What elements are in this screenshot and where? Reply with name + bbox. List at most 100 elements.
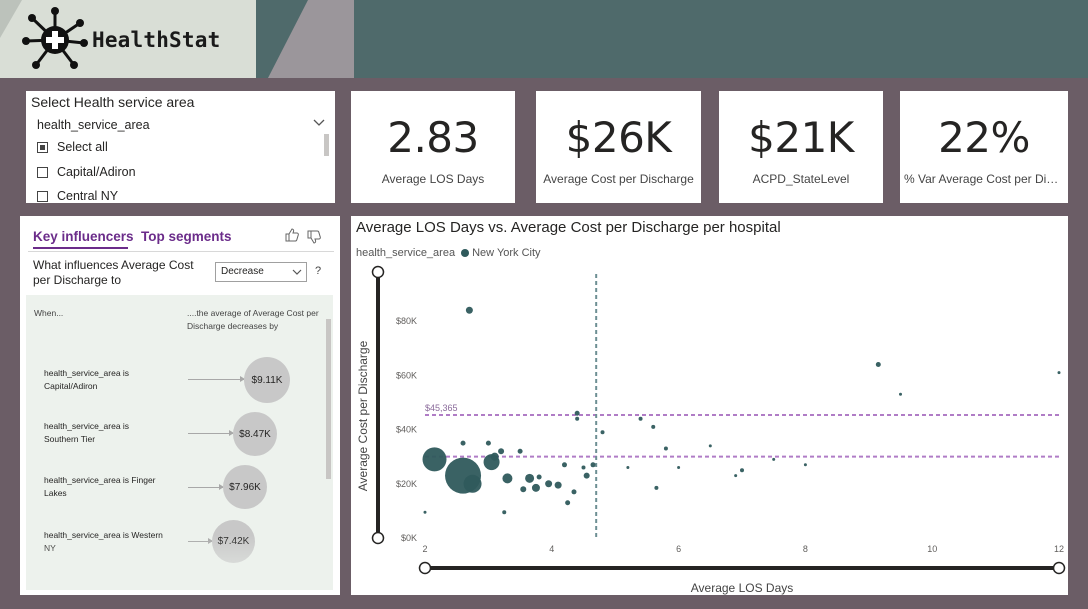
influencer-condition[interactable]: health_service_area is Capital/Adiron — [44, 368, 130, 391]
chevron-down-icon[interactable] — [313, 116, 325, 128]
slicer-option-capital-adiron[interactable]: Capital/Adiron — [37, 162, 136, 182]
data-point[interactable] — [677, 466, 681, 470]
influencer-bubble[interactable]: $7.96K — [223, 465, 267, 509]
key-influencers-visual: Key influencers Top segments What influe… — [20, 216, 340, 595]
data-point[interactable] — [460, 440, 466, 446]
data-point[interactable] — [803, 463, 807, 467]
data-point[interactable] — [875, 361, 881, 367]
help-icon[interactable]: ? — [315, 265, 322, 277]
x-tick-label: 12 — [1054, 544, 1064, 554]
kpi-value: 2.83 — [387, 113, 479, 162]
influencer-bubble[interactable]: $8.47K — [233, 412, 277, 456]
influencer-arrow — [188, 484, 224, 490]
influencer-condition[interactable]: health_service_area is Finger Lakes — [44, 475, 156, 498]
data-point[interactable] — [574, 410, 580, 416]
kpi-card-var-cost: 22% % Var Average Cost per Discharge — [900, 91, 1068, 203]
dropdown-value: Decrease — [221, 266, 264, 277]
data-point[interactable] — [583, 472, 590, 479]
x-zoom-handle-left[interactable] — [418, 561, 432, 575]
x-axis-label: Average LOS Days — [691, 581, 794, 595]
slicer-option-central-ny[interactable]: Central NY — [37, 186, 118, 203]
column-header-when: When... — [34, 308, 64, 318]
data-point[interactable] — [545, 480, 553, 488]
reference-line-label: $45,365 — [425, 403, 458, 413]
data-point[interactable] — [465, 306, 473, 314]
direction-dropdown[interactable]: Decrease — [215, 262, 307, 282]
column-header-result: ....the average of Average Cost per Disc… — [187, 308, 319, 331]
influencer-question: What influences Average Cost per Dischar… — [33, 258, 194, 287]
data-point[interactable] — [654, 485, 659, 490]
thumbs-up-icon[interactable] — [284, 227, 300, 243]
data-point[interactable] — [490, 452, 499, 461]
y-tick-label: $40K — [396, 425, 417, 435]
data-point[interactable] — [485, 440, 491, 446]
data-point[interactable] — [423, 510, 427, 514]
influencer-arrow — [188, 376, 245, 382]
data-point[interactable] — [422, 447, 447, 472]
influencers-scrollbar[interactable] — [326, 319, 331, 479]
data-point[interactable] — [734, 474, 738, 478]
active-tab-indicator — [33, 247, 128, 249]
y-zoom-handle-bottom[interactable] — [371, 531, 385, 545]
x-zoom-handle-right[interactable] — [1052, 561, 1066, 575]
data-point[interactable] — [498, 448, 505, 455]
health-service-area-slicer[interactable]: Select Health service area health_servic… — [26, 91, 335, 203]
data-point[interactable] — [517, 448, 523, 454]
tab-top-segments[interactable]: Top segments — [141, 229, 232, 244]
data-point[interactable] — [772, 457, 776, 461]
x-tick-label: 6 — [676, 544, 681, 554]
x-tick-label: 2 — [422, 544, 427, 554]
data-point[interactable] — [581, 465, 586, 470]
data-point[interactable] — [651, 424, 656, 429]
thumbs-down-icon[interactable] — [306, 229, 322, 245]
tab-key-influencers[interactable]: Key influencers — [33, 229, 134, 244]
legend-series-name: New York City — [472, 247, 541, 259]
y-tick-label: $20K — [396, 479, 417, 489]
slicer-option-label: Capital/Adiron — [57, 165, 136, 179]
data-point[interactable] — [502, 473, 513, 484]
logo-panel: HealthStat — [0, 0, 260, 78]
influencer-condition[interactable]: health_service_area is Southern Tier — [44, 421, 130, 444]
data-point[interactable] — [520, 486, 527, 493]
checkbox-icon[interactable] — [37, 141, 48, 153]
data-point[interactable] — [590, 462, 596, 468]
y-zoom-handle-top[interactable] — [371, 265, 385, 279]
data-point[interactable] — [502, 510, 507, 515]
data-point[interactable] — [740, 468, 744, 473]
kpi-card-acpd-state: $21K ACPD_StateLevel — [719, 91, 883, 203]
slicer-option-label: Central NY — [57, 189, 119, 203]
checkbox-icon[interactable] — [37, 190, 48, 202]
data-point[interactable] — [531, 483, 540, 492]
legend-marker — [461, 249, 470, 257]
x-tick-label: 10 — [927, 544, 937, 554]
kpi-label: % Var Average Cost per Discharge — [904, 172, 1064, 186]
data-point[interactable] — [554, 481, 562, 489]
influencer-bubble[interactable]: $9.11K — [244, 357, 290, 403]
data-point[interactable] — [1057, 371, 1061, 375]
checkbox-icon[interactable] — [37, 166, 48, 178]
data-point[interactable] — [899, 392, 902, 396]
slicer-option-select-all[interactable]: Select all — [37, 137, 108, 157]
kpi-label: Average Cost per Discharge — [543, 172, 694, 186]
data-point[interactable] — [575, 416, 580, 421]
x-tick-label: 8 — [803, 544, 808, 554]
data-point[interactable] — [571, 489, 577, 495]
data-point[interactable] — [663, 446, 668, 451]
data-point[interactable] — [561, 462, 567, 468]
data-point[interactable] — [708, 444, 712, 448]
data-point[interactable] — [463, 474, 482, 493]
data-point[interactable] — [525, 473, 535, 483]
slicer-scrollbar[interactable] — [324, 134, 329, 156]
data-point[interactable] — [536, 474, 542, 480]
slicer-field-name: health_service_area — [37, 118, 150, 132]
data-point[interactable] — [565, 500, 571, 506]
slicer-option-label: Select all — [57, 140, 108, 154]
kpi-value: $26K — [565, 113, 672, 162]
y-tick-label: $0K — [401, 533, 417, 543]
data-point[interactable] — [626, 466, 630, 470]
scatter-plot[interactable]: $0K $20K $40K $60K $80K 2 4 6 8 10 12 Average LOS D… — [351, 216, 1068, 595]
header-decoration — [268, 0, 354, 78]
y-axis-label: Average Cost per Discharge — [356, 340, 370, 491]
data-point[interactable] — [600, 430, 605, 435]
data-point[interactable] — [638, 416, 643, 421]
